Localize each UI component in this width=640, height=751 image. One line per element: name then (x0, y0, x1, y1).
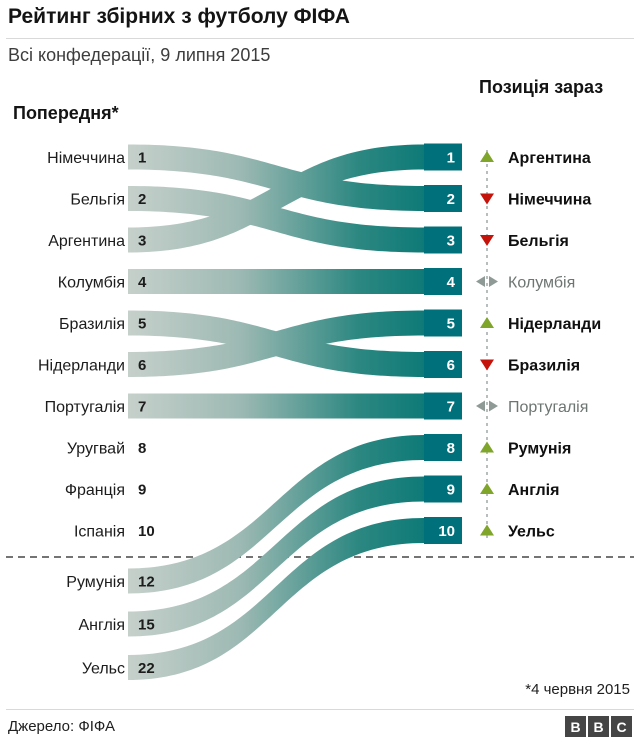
team-label-right: Румунія (508, 441, 571, 458)
page-subtitle: Всі конфедерації, 9 липня 2015 (8, 45, 271, 65)
current-rank-block (424, 392, 462, 420)
team-label-left: Нідерланди (38, 358, 125, 375)
flow-ribbon (128, 393, 424, 419)
footnote: *4 червня 2015 (525, 681, 630, 698)
prev-rank-number: 7 (138, 399, 146, 416)
current-column-header: Позиція зараз (479, 77, 604, 97)
prev-rank-number: 10 (138, 523, 155, 540)
prev-rank-number: 6 (138, 357, 146, 374)
page-title: Рейтинг збірних з футболу ФІФА (8, 5, 350, 28)
current-rank-block (424, 434, 462, 461)
team-label-left: Колумбія (58, 275, 125, 292)
prev-rank-number: 22 (138, 660, 155, 677)
current-rank-number: 2 (447, 191, 455, 208)
team-label-left: Бельгія (70, 192, 125, 209)
team-label-left: Уругвай (67, 441, 125, 458)
current-rank-block (424, 475, 462, 503)
bbc-logo-letter: B (588, 716, 609, 737)
prev-rank-number: 3 (138, 233, 146, 250)
team-label-right: Аргентина (508, 150, 591, 167)
prev-rank-number: 1 (138, 150, 146, 167)
bbc-logo-letter: B (565, 716, 586, 737)
current-rank-number: 7 (447, 399, 455, 416)
team-label-left: Франція (65, 482, 125, 499)
current-rank-block (424, 268, 462, 295)
current-rank-number: 4 (447, 274, 456, 291)
prev-rank-number: 5 (138, 316, 146, 333)
current-rank-block (424, 351, 462, 378)
bottom-divider (6, 709, 634, 710)
current-rank-number: 5 (447, 316, 455, 333)
team-label-right: Бельгія (508, 233, 569, 250)
prev-rank-number: 4 (138, 274, 147, 291)
top-divider (6, 38, 634, 39)
current-rank-block (424, 309, 462, 337)
up-arrow-icon (480, 151, 494, 162)
team-label-right: Колумбія (508, 275, 575, 292)
prev-rank-number: 2 (138, 191, 146, 208)
flow-ribbon (128, 269, 424, 294)
team-label-left: Румунія (66, 574, 125, 591)
prev-rank-number: 9 (138, 482, 146, 499)
source-label: Джерело: ФІФА (8, 718, 115, 735)
prev-rank-number: 8 (138, 440, 146, 457)
up-arrow-icon (480, 317, 494, 328)
down-arrow-icon (480, 359, 494, 371)
team-label-right: Бразилія (508, 358, 580, 375)
up-arrow-icon (480, 483, 494, 494)
current-rank-block (424, 517, 462, 544)
team-label-right: Нідерланди (508, 316, 601, 333)
team-label-left: Португалія (45, 399, 125, 416)
current-rank-number: 9 (447, 482, 455, 499)
flow-ribbon (128, 476, 424, 637)
up-arrow-icon (480, 524, 494, 536)
team-label-left: Іспанія (74, 524, 125, 541)
no-change-icon (476, 276, 485, 287)
current-rank-number: 3 (447, 233, 455, 250)
team-label-left: Бразилія (59, 316, 125, 333)
current-rank-number: 6 (447, 357, 455, 374)
down-arrow-icon (480, 235, 494, 246)
team-label-right: Німеччина (508, 192, 591, 209)
team-label-left: Уельс (82, 661, 125, 678)
team-label-left: Англія (78, 617, 125, 634)
team-label-right: Португалія (508, 399, 588, 416)
no-change-icon (489, 276, 498, 287)
flow-ribbon (128, 144, 424, 211)
current-rank-block (424, 226, 462, 254)
team-label-right: Англія (508, 482, 559, 499)
flow-ribbon (128, 435, 424, 594)
flow-ribbon (128, 186, 424, 253)
current-rank-block (424, 185, 462, 212)
bbc-logo: B B C (565, 716, 632, 737)
flow-ribbon (128, 518, 424, 680)
team-label-right: Уельс (508, 524, 555, 541)
current-rank-number: 10 (438, 523, 455, 540)
prev-rank-number: 12 (138, 574, 155, 591)
prev-rank-number: 15 (138, 617, 155, 634)
no-change-icon (489, 400, 498, 412)
current-rank-block (424, 143, 462, 171)
team-label-left: Німеччина (47, 150, 125, 167)
current-rank-number: 1 (447, 150, 455, 167)
down-arrow-icon (480, 193, 494, 205)
bbc-logo-letter: C (611, 716, 632, 737)
flow-ribbon (128, 310, 424, 377)
no-change-icon (476, 400, 485, 412)
up-arrow-icon (480, 441, 494, 453)
current-rank-number: 8 (447, 440, 455, 457)
previous-column-header: Попередня* (13, 103, 119, 123)
flow-ribbon (128, 144, 424, 253)
team-label-left: Аргентина (48, 233, 125, 250)
